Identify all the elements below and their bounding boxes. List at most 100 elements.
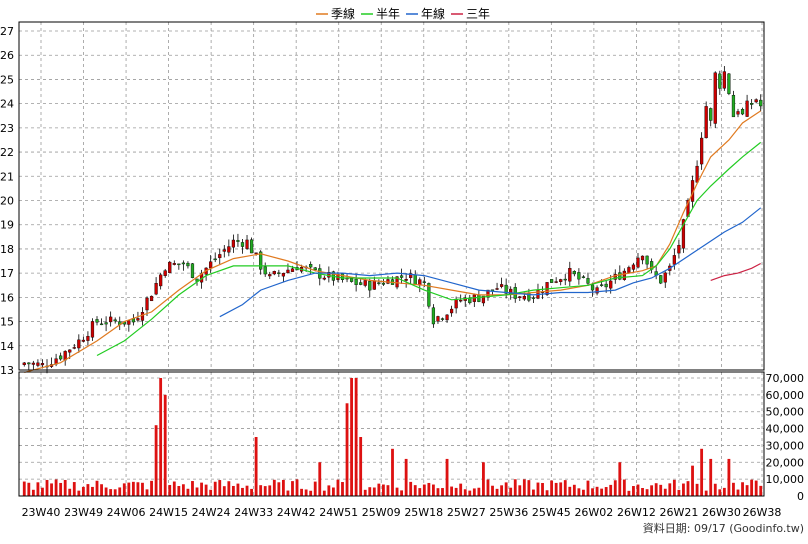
price-tick-label: 18 (0, 243, 14, 256)
candle-body (700, 137, 704, 165)
volume-bar (677, 489, 681, 496)
price-tick-label: 25 (0, 73, 14, 86)
volume-tick-label: 30,000 (766, 439, 805, 452)
candle-body (109, 316, 113, 323)
candle-body (704, 106, 708, 139)
x-tick-label: 24W42 (277, 506, 316, 519)
volume-bar (168, 484, 172, 496)
candle-body (750, 103, 754, 105)
volume-bar (632, 486, 635, 496)
candle-body (268, 274, 272, 277)
volume-tick-label: 10,000 (766, 473, 805, 486)
candle-body (631, 264, 636, 270)
x-tick-label: 25W09 (362, 506, 401, 519)
volume-tick-label: 0 (797, 490, 804, 503)
volume-bar (509, 487, 513, 496)
candle-body (272, 271, 276, 275)
volume-bar (713, 483, 717, 496)
volume-bar (245, 485, 249, 496)
candle-body (449, 308, 454, 314)
candle-body (231, 239, 235, 248)
volume-bar (145, 489, 149, 496)
volume-bar (218, 480, 222, 496)
candle-body (140, 312, 145, 321)
volume-bar (432, 484, 435, 496)
candle-body (677, 245, 681, 254)
candle-body (568, 268, 572, 282)
volume-tick-label: 20,000 (766, 456, 805, 469)
candle-body (177, 263, 181, 266)
candle-body (104, 322, 108, 325)
volume-bar (136, 482, 140, 496)
candle-body (281, 272, 286, 277)
x-tick-label: 24W24 (192, 506, 231, 519)
ma-line (24, 110, 762, 373)
volume-bar (222, 486, 226, 496)
candle-body (713, 72, 717, 124)
volume-bar (491, 485, 494, 496)
candle-body (522, 296, 526, 300)
volume-bar (200, 482, 203, 496)
volume-bar (704, 490, 708, 496)
x-tick-label: 25W27 (447, 506, 486, 519)
price-tick-label: 17 (0, 267, 14, 280)
candle-body (663, 272, 667, 283)
volume-bar (659, 484, 663, 496)
candle-body (581, 276, 586, 278)
candle-body (145, 297, 149, 311)
volume-bar (50, 483, 53, 496)
volume-bar (372, 487, 376, 496)
volume-bar (45, 479, 49, 496)
candle-body (604, 283, 608, 288)
volume-bar (204, 484, 208, 496)
volume-bar (377, 483, 381, 496)
volume-bar (622, 479, 626, 496)
volume-bar (604, 487, 608, 496)
price-panel-frame (18, 21, 765, 371)
candle-body (622, 270, 626, 280)
volume-bar (759, 485, 763, 496)
candle-body (86, 335, 90, 341)
candle-body (709, 108, 713, 121)
candle-body (209, 261, 213, 269)
volume-bar (518, 485, 522, 496)
candle-body (627, 267, 631, 273)
candle-body (395, 276, 399, 288)
volume-bar (545, 490, 549, 496)
volume-bar (86, 484, 90, 496)
volume-bar (181, 484, 185, 496)
candle-body (586, 278, 590, 284)
candle-body (459, 299, 463, 302)
candle-body (636, 257, 640, 268)
price-tick-label: 14 (0, 340, 14, 353)
volume-bar (268, 485, 272, 496)
volume-bar (691, 465, 694, 496)
volume-bar (400, 490, 404, 496)
candle-body (572, 270, 576, 275)
volume-bar (272, 479, 276, 496)
candle-body (81, 339, 85, 342)
volume-bar (591, 488, 594, 496)
volume-bar (359, 437, 363, 496)
candle-body (422, 281, 426, 283)
candle-body (309, 264, 313, 268)
volume-bar (277, 482, 281, 496)
volume-bar (750, 479, 754, 496)
volume-bar (141, 482, 144, 496)
volume-bar (172, 481, 176, 496)
candle-body (404, 278, 408, 281)
x-tick-label: 24W33 (234, 506, 273, 519)
volume-bar (441, 488, 444, 496)
candle-body (149, 295, 154, 302)
price-tick-label: 26 (0, 49, 14, 62)
price-tick-label: 27 (0, 25, 14, 38)
candle-body (59, 355, 63, 360)
volume-bar (127, 482, 131, 496)
candle-body (454, 298, 458, 309)
price-tick-label: 24 (0, 98, 14, 111)
volume-panel-frame (18, 371, 765, 497)
volume-bar (395, 487, 399, 496)
volume-bar (463, 489, 467, 496)
volume-bar (95, 480, 99, 496)
legend: 季線 半年 年線 三年 (316, 6, 490, 21)
